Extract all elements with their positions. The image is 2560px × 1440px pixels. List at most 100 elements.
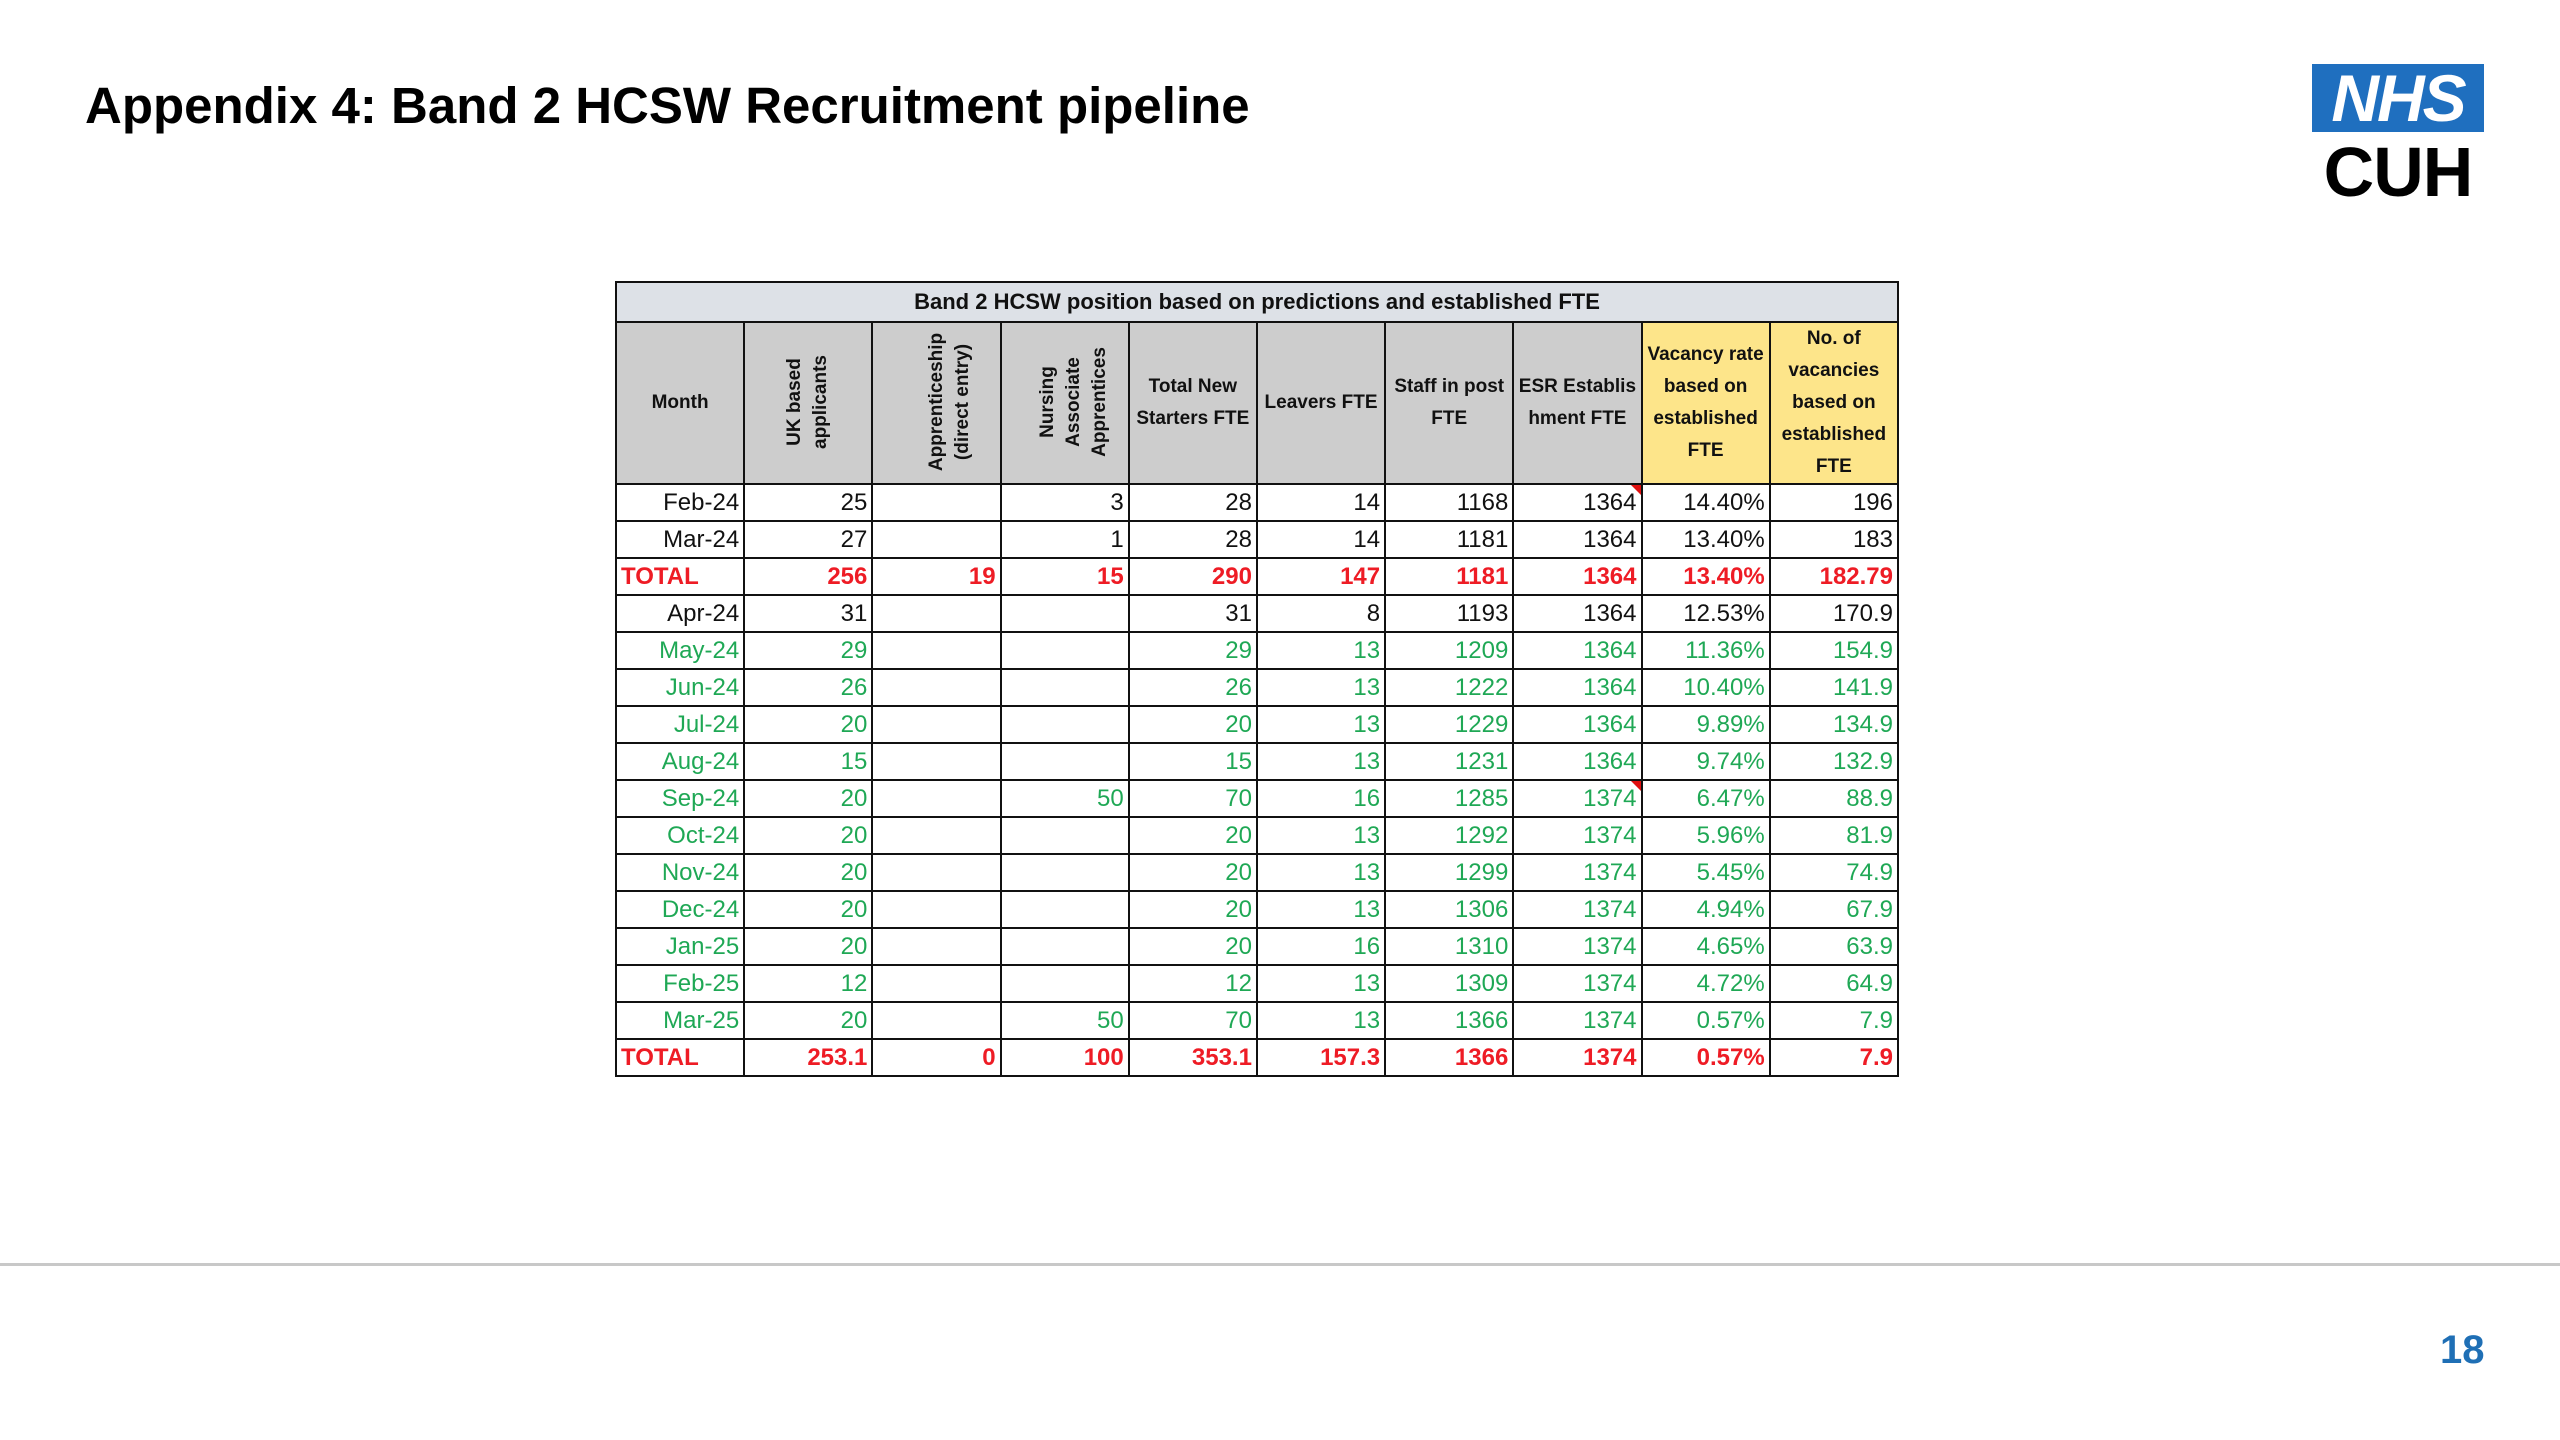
table-cell: 70: [1127, 779, 1258, 818]
table-cell: 5.96%: [1640, 816, 1771, 855]
table-cell: [999, 668, 1130, 707]
table-cell: 28: [1127, 483, 1258, 522]
table-cell: [871, 742, 1002, 781]
table-cell: 7.9: [1768, 1038, 1900, 1077]
month-cell: TOTAL: [614, 1038, 746, 1077]
table-row: Oct-24 20 20 13 1292 1374 5.96% 81.9: [614, 816, 1900, 855]
table-cell: [871, 668, 1002, 707]
table-row: Sep-24 20 50 70 16 1285 1374 6.47% 88.9: [614, 779, 1900, 818]
table-cell: 1209: [1384, 631, 1515, 670]
table-cell: 64.9: [1768, 964, 1900, 1003]
table-cell: [871, 779, 1002, 818]
table-cell: 182.79: [1768, 557, 1900, 596]
table-cell: 1364: [1512, 483, 1643, 522]
table-cell: 1364: [1512, 668, 1643, 707]
table-cell: 1364: [1512, 557, 1643, 596]
header-apprenticeship: Apprenticeship (direct entry): [871, 321, 1002, 485]
table-cell: 100: [999, 1038, 1130, 1077]
table-cell: 29: [1127, 631, 1258, 670]
table-cell: 15: [999, 557, 1130, 596]
table-cell: 132.9: [1768, 742, 1900, 781]
month-cell: Jun-24: [614, 668, 746, 707]
month-cell: TOTAL: [614, 557, 746, 596]
table-cell: 16: [1255, 779, 1387, 818]
table-cell: 134.9: [1768, 705, 1900, 744]
table-cell: 13: [1255, 964, 1387, 1003]
table-cell: 27: [743, 520, 874, 559]
table-cell: 1364: [1512, 631, 1643, 670]
cuh-logo-text: CUH: [2323, 133, 2474, 211]
table-cell: 1364: [1512, 594, 1643, 633]
header-label: UK based applicants: [784, 354, 832, 449]
table-cell: 196: [1768, 483, 1900, 522]
table-cell: [871, 816, 1002, 855]
table-cell: 25: [743, 483, 874, 522]
table-cell: [871, 927, 1002, 966]
table-cell: 74.9: [1768, 853, 1900, 892]
table-cell: 1309: [1384, 964, 1515, 1003]
table-row: Jul-24 20 20 13 1229 1364 9.89% 134.9: [614, 705, 1900, 744]
month-cell: Apr-24: [614, 594, 746, 633]
table-cell: 1364: [1512, 742, 1643, 781]
table-cell: [871, 483, 1002, 522]
month-cell: Mar-25: [614, 1001, 746, 1040]
comment-indicator-icon: [1630, 486, 1640, 495]
table-cell: 1364: [1512, 705, 1643, 744]
table-cell: 1374: [1512, 890, 1643, 929]
table-cell: 20: [1127, 853, 1258, 892]
month-cell: Aug-24: [614, 742, 746, 781]
table-cell: 1374: [1512, 964, 1643, 1003]
table-cell: 1366: [1384, 1038, 1515, 1077]
table-cell: 20: [743, 816, 874, 855]
table-caption: Band 2 HCSW position based on prediction…: [615, 281, 1899, 323]
header-leavers: Leavers FTE: [1255, 321, 1387, 485]
table-cell: 67.9: [1768, 890, 1900, 929]
table-cell: [871, 520, 1002, 559]
header-month: Month: [614, 321, 746, 485]
comment-indicator-icon: [1630, 782, 1640, 791]
table-cell: 20: [743, 705, 874, 744]
table-cell: 14.40%: [1640, 483, 1771, 522]
table-cell: 256: [743, 557, 874, 596]
page-title: Appendix 4: Band 2 HCSW Recruitment pipe…: [85, 77, 1250, 134]
table-row: Jun-24 26 26 13 1222 1364 10.40% 141.9: [614, 668, 1900, 707]
table-cell: 4.65%: [1640, 927, 1771, 966]
table-cell: [871, 1001, 1002, 1040]
table-cell: 1: [999, 520, 1130, 559]
table-cell: 3: [999, 483, 1130, 522]
month-cell: Oct-24: [614, 816, 746, 855]
table-cell: 31: [1127, 594, 1258, 633]
table-cell: [871, 631, 1002, 670]
month-cell: Nov-24: [614, 853, 746, 892]
table-cell: 141.9: [1768, 668, 1900, 707]
table-cell: 0.57%: [1640, 1001, 1771, 1040]
table-cell: 1366: [1384, 1001, 1515, 1040]
nhs-cuh-logo: NHS CUH: [2312, 64, 2484, 208]
table-cell: [999, 631, 1130, 670]
table-cell: 13: [1255, 631, 1387, 670]
table-cell: [871, 964, 1002, 1003]
table-cell: 6.47%: [1640, 779, 1771, 818]
table-cell: 13.40%: [1640, 557, 1771, 596]
total-row: TOTAL 256 19 15 290 147 1181 1364 13.40% 182.79: [614, 557, 1900, 596]
table-cell: 1229: [1384, 705, 1515, 744]
table-cell: 1374: [1512, 927, 1643, 966]
table-cell: 1292: [1384, 816, 1515, 855]
table-row: May-24 29 29 13 1209 1364 11.36% 154.9: [614, 631, 1900, 670]
table-cell: 4.94%: [1640, 890, 1771, 929]
table-cell: 63.9: [1768, 927, 1900, 966]
table-cell: 1181: [1384, 557, 1515, 596]
nhs-logo-mark: NHS: [2312, 64, 2484, 132]
table-cell: 1299: [1384, 853, 1515, 892]
table-cell: 28: [1127, 520, 1258, 559]
table-cell: 0.57%: [1640, 1038, 1771, 1077]
table-cell: [871, 705, 1002, 744]
table-cell: 0: [871, 1038, 1002, 1077]
table-row: Feb-25 12 12 13 1309 1374 4.72% 64.9: [614, 964, 1900, 1003]
table-cell: 1374: [1512, 816, 1643, 855]
table-cell: 9.74%: [1640, 742, 1771, 781]
table-cell: [999, 853, 1130, 892]
table-cell: 13.40%: [1640, 520, 1771, 559]
table-cell: 13: [1255, 705, 1387, 744]
table-row: Dec-24 20 20 13 1306 1374 4.94% 67.9: [614, 890, 1900, 929]
